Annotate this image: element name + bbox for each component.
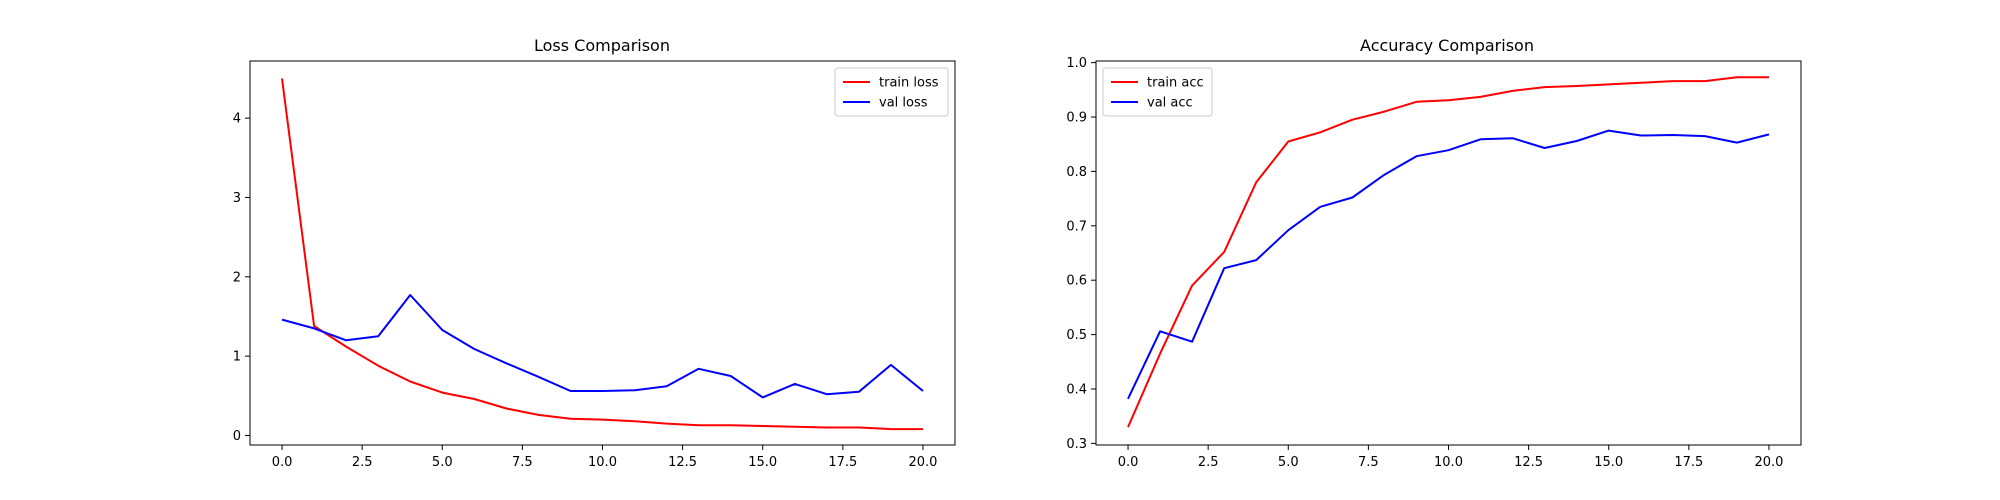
x-tick-label: 20.0: [908, 455, 937, 470]
x-tick-label: 20.0: [1754, 455, 1783, 470]
x-tick-label: 0.0: [272, 455, 293, 470]
y-tick-label: 1: [233, 350, 241, 365]
series-line-0: [1127, 76, 1769, 428]
x-tick-label: 7.5: [512, 455, 533, 470]
y-tick-label: 3: [233, 191, 241, 206]
y-tick-label: 0.4: [1066, 382, 1087, 397]
y-tick-label: 0.5: [1066, 328, 1087, 343]
y-tick-label: 4: [233, 112, 241, 127]
plot-frame: [1095, 60, 1802, 446]
y-tick-label: 0: [233, 429, 241, 444]
legend: train acc val acc: [1102, 67, 1213, 117]
x-tick-label: 15.0: [1594, 455, 1623, 470]
x-tick-label: 17.5: [1674, 455, 1703, 470]
x-tick-label: 17.5: [828, 455, 857, 470]
legend-label: val acc: [1147, 96, 1193, 111]
x-tick-label: 15.0: [748, 455, 777, 470]
series-line-0: [281, 78, 923, 431]
y-tick-label: 0.7: [1066, 219, 1087, 234]
y-tick-label: 2: [233, 270, 241, 285]
series-line-1: [281, 294, 924, 399]
x-tick-label: 2.5: [352, 455, 373, 470]
chart-title: Accuracy Comparison: [1360, 36, 1534, 55]
x-tick-label: 0.0: [1118, 455, 1139, 470]
chart-title: Loss Comparison: [534, 36, 670, 55]
legend-label: val loss: [879, 96, 928, 111]
legend-label: train loss: [879, 76, 939, 91]
x-tick-label: 2.5: [1198, 455, 1219, 470]
legend-label: train acc: [1147, 76, 1204, 91]
series-line-1: [1127, 129, 1770, 400]
loss-chart: Loss Comparison 0.0 2.5 5.0 7.5 10.0 12.5 15.0…: [233, 36, 956, 470]
x-tick-label: 5.0: [432, 455, 453, 470]
y-tick-label: 0.3: [1066, 437, 1087, 452]
plot-frame: [249, 60, 956, 446]
x-tick-label: 5.0: [1278, 455, 1299, 470]
y-tick-label: 1.0: [1066, 56, 1087, 71]
accuracy-chart: Accuracy Comparison 0.0 2.5 5.0 7.5 10.0 12.5…: [1066, 36, 1802, 470]
x-tick-label: 10.0: [1434, 455, 1463, 470]
y-tick-label: 0.6: [1066, 274, 1087, 289]
legend: train loss val loss: [834, 67, 949, 117]
y-tick-label: 0.9: [1066, 111, 1087, 126]
x-tick-label: 7.5: [1358, 455, 1379, 470]
x-tick-label: 12.5: [668, 455, 697, 470]
x-tick-label: 12.5: [1514, 455, 1543, 470]
x-tick-label: 10.0: [588, 455, 617, 470]
y-tick-label: 0.8: [1066, 165, 1087, 180]
